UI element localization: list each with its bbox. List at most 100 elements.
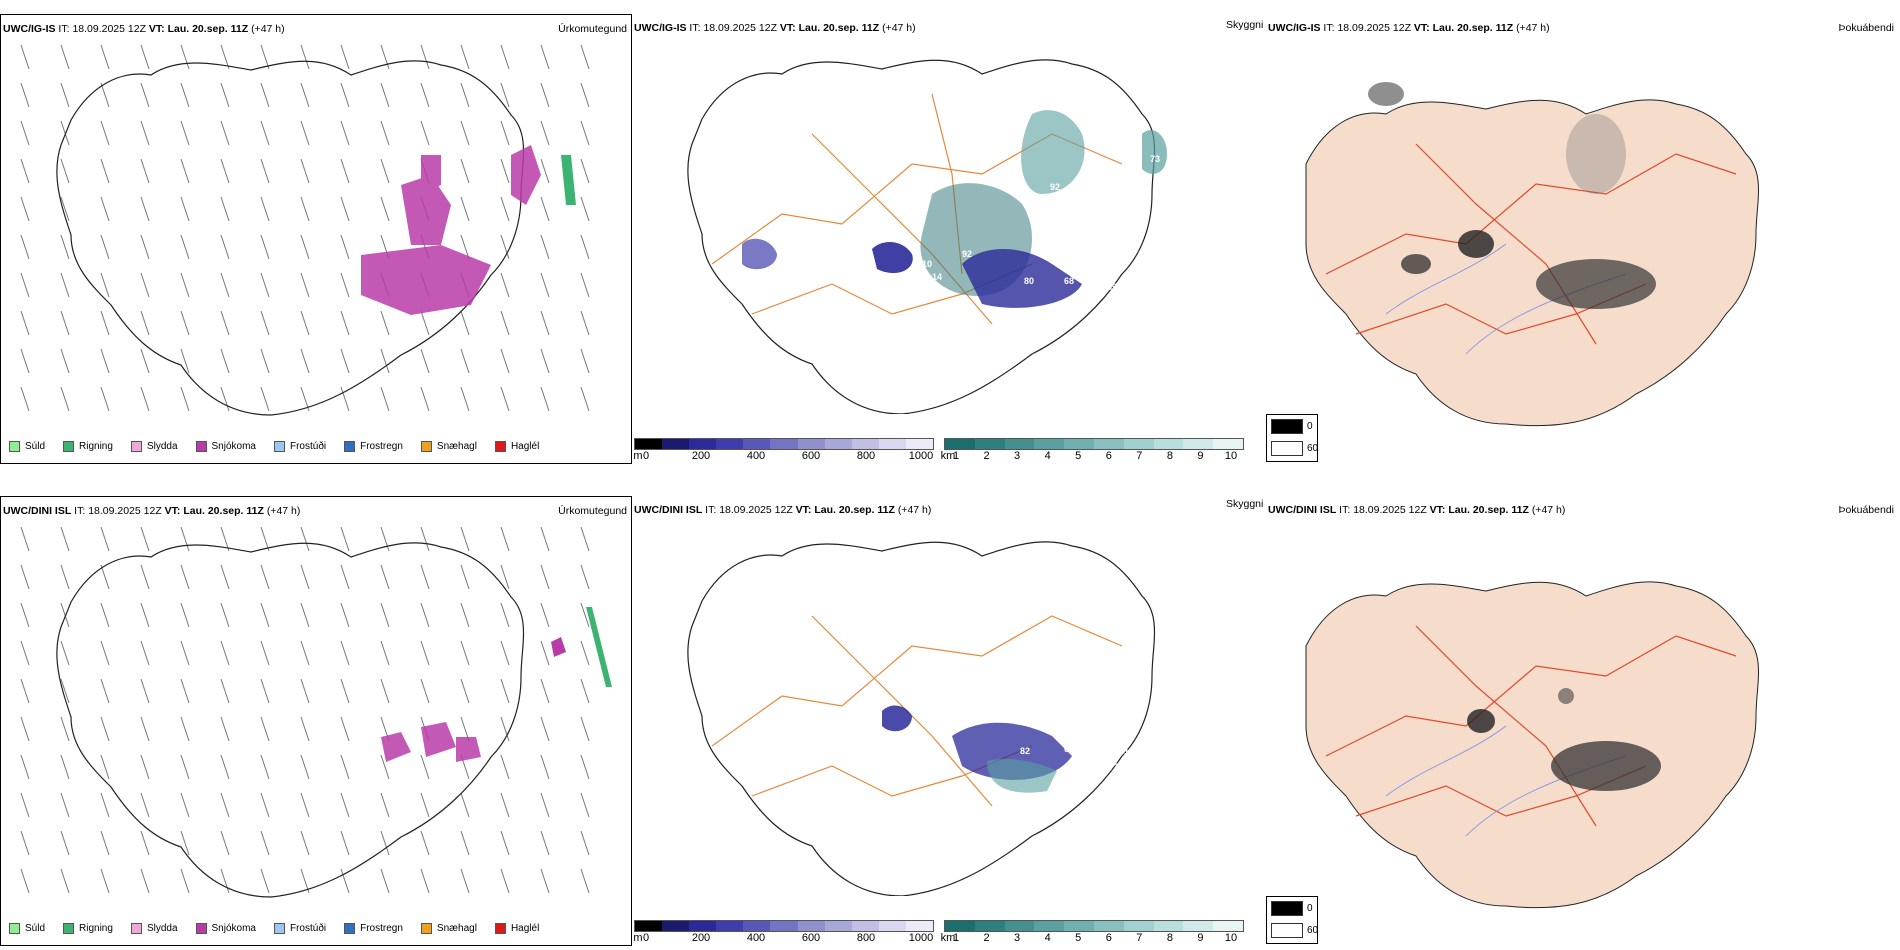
cloud-base-label: 14	[862, 254, 873, 264]
legend-label: Súld	[25, 441, 46, 452]
legend-swatch	[63, 441, 75, 452]
row2-fog-header: UWC/DINI ISL IT: 18.09.2025 12Z VT: Lau.…	[1268, 504, 1566, 516]
colorbar-tick: 200	[691, 932, 711, 944]
row1-fog-legend: 0 60	[1266, 414, 1318, 462]
colorbar-tick: 4	[1044, 932, 1051, 944]
legend-swatch	[195, 441, 207, 452]
legend-swatch	[130, 441, 142, 452]
row2-precip-title: Úrkomutegund	[558, 505, 627, 517]
legend-item: Frostúði	[273, 441, 326, 452]
cloud-base-label: 62	[1064, 744, 1075, 754]
row2-fog-legend: 0 60	[1266, 896, 1318, 944]
colorbar-segment	[1153, 921, 1184, 931]
colorbar-tick: 2	[983, 450, 990, 462]
cloud-base-label: 98	[1180, 182, 1191, 192]
row1-fog-panel: UWC/IG-IS IT: 18.09.2025 12Z VT: Lau. 20…	[1266, 14, 1900, 464]
colorbar-segment	[1064, 921, 1094, 931]
cloud-base-label: 68	[1064, 276, 1075, 286]
colorbar-segment	[743, 921, 771, 931]
colorbar-segment	[1213, 921, 1243, 931]
cloud-base-label: 62	[1150, 262, 1161, 272]
row2-fog-map	[1305, 581, 1759, 909]
colorbar-tick: 7	[1136, 450, 1143, 462]
row2-cloud-header: UWC/DINI ISL IT: 18.09.2025 12Z VT: Lau.…	[634, 504, 932, 516]
row2-precip-map	[20, 526, 612, 898]
colorbar-segment	[824, 921, 852, 931]
colorbar-tick: 10	[1224, 932, 1238, 944]
legend-label: Slydda	[146, 441, 178, 452]
colorbar-unit: m	[633, 450, 643, 462]
row2-precip-header: UWC/DINI ISL IT: 18.09.2025 12Z VT: Lau.…	[3, 505, 301, 517]
colorbar-tick: 800	[856, 932, 876, 944]
legend-item: Rigning	[63, 441, 113, 452]
legend-swatch	[63, 923, 75, 934]
row2-fog-panel: UWC/DINI ISL IT: 18.09.2025 12Z VT: Lau.…	[1266, 496, 1900, 946]
legend-item: Slydda	[130, 923, 178, 934]
model-name: UWC/IG-IS	[3, 23, 56, 35]
colorbar-segment	[1093, 439, 1124, 449]
colorbar-tick: 7	[1136, 932, 1143, 944]
colorbar-unit: km	[940, 450, 956, 462]
colorbar-segment	[662, 921, 690, 931]
colorbar-segment	[851, 439, 879, 449]
legend-label: Snjókoma	[211, 923, 256, 934]
row1-cloud-panel: UWC/IG-IS IT: 18.09.2025 12Z VT: Lau. 20…	[632, 14, 1266, 464]
cloud-base-label: 20	[950, 714, 961, 724]
row2-cloud-title: Skyggni	[1226, 498, 1264, 510]
colorbar-tick: 1000	[908, 450, 934, 462]
legend-label: Frostregn	[360, 441, 403, 452]
colorbar-segment	[878, 921, 906, 931]
legend-label: Haglél	[510, 923, 540, 934]
colorbar-segment	[905, 921, 934, 931]
colorbar-segment	[635, 439, 663, 449]
legend-swatch	[420, 441, 432, 452]
row1-height-colorbar: m 0 200 400 600 800 1000	[633, 438, 934, 466]
cloud-base-label: 33	[1060, 676, 1071, 686]
colorbar-tick: 0	[642, 450, 650, 462]
colorbar-segment	[1183, 439, 1214, 449]
row2-cloud-panel: UWC/DINI ISL IT: 18.09.2025 12Z VT: Lau.…	[632, 496, 1266, 946]
legend-swatch	[195, 923, 207, 934]
row1-precip-title: Úrkomutegund	[558, 23, 627, 35]
legend-swatch	[9, 923, 20, 934]
legend-swatch	[273, 923, 285, 934]
colorbar-segment	[1004, 921, 1035, 931]
legend-swatch	[344, 441, 356, 452]
legend-item: Frostregn	[344, 923, 403, 934]
colorbar-tick: 10	[1224, 450, 1238, 462]
colorbar-segment	[1153, 439, 1184, 449]
colorbar-segment	[974, 921, 1005, 931]
colorbar-segment	[1034, 921, 1065, 931]
colorbar-tick: 8	[1166, 932, 1173, 944]
colorbar-tick: 5	[1075, 450, 1082, 462]
cloud-base-label: 80	[1024, 276, 1035, 286]
colorbar-segment	[1064, 439, 1094, 449]
legend-item: Slydda	[130, 441, 178, 452]
colorbar-tick: 9	[1197, 450, 1204, 462]
row1-cloud-title: Skyggni	[1226, 19, 1264, 31]
colorbar-tick: 1	[952, 450, 960, 462]
colorbar-segment	[1213, 439, 1243, 449]
colorbar-tick: 5	[1075, 932, 1082, 944]
row1-fog-map	[1305, 82, 1759, 427]
legend-label: Slydda	[146, 923, 178, 934]
colorbar-segment	[1093, 921, 1124, 931]
colorbar-unit: km	[940, 932, 956, 944]
row2-precip-panel: UWC/DINI ISL IT: 18.09.2025 12Z VT: Lau.…	[0, 496, 632, 946]
colorbar-tick: 0	[642, 932, 650, 944]
legend-item: Snæhagl	[420, 441, 477, 452]
colorbar-segment	[945, 439, 975, 449]
legend-swatch	[130, 923, 142, 934]
colorbar-tick: 600	[801, 932, 821, 944]
legend-item: Súld	[9, 923, 45, 934]
colorbar-segment	[662, 439, 690, 449]
cloud-base-label: 92	[1050, 182, 1061, 192]
colorbar-segment	[945, 921, 975, 931]
colorbar-segment	[797, 921, 825, 931]
row1-precip-map	[20, 44, 590, 416]
legend-label: Snæhagl	[436, 441, 477, 452]
legend-swatch	[273, 441, 285, 452]
colorbar-tick: 8	[1166, 450, 1173, 462]
colorbar-segment	[716, 439, 744, 449]
colorbar-segment	[635, 921, 663, 931]
